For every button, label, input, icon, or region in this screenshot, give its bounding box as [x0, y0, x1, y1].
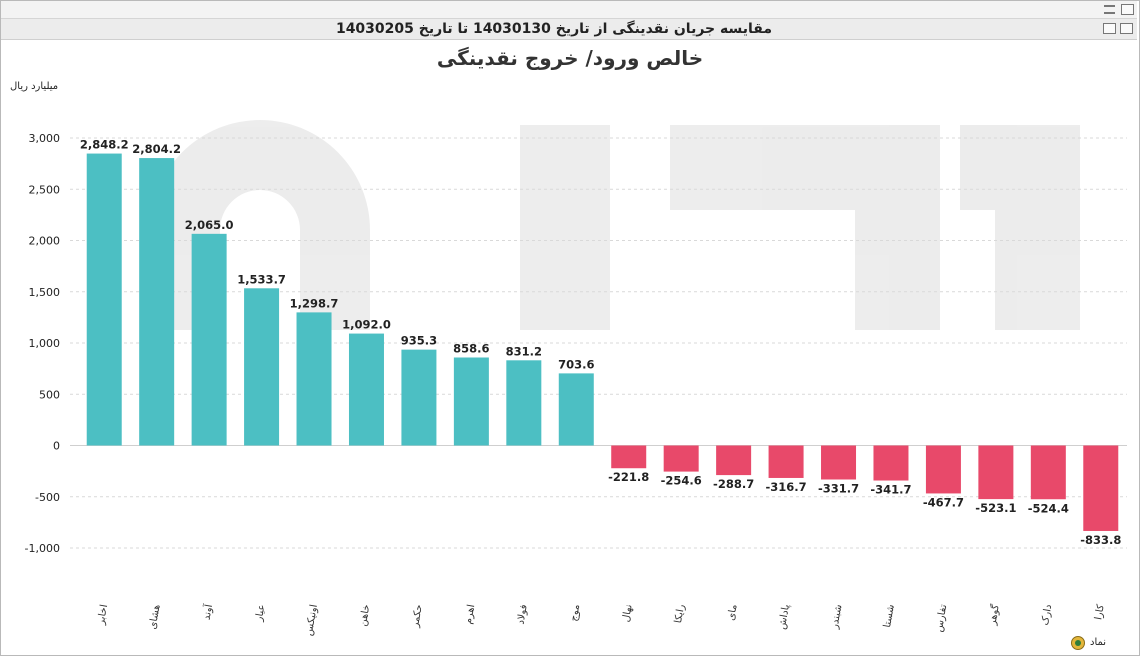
bar	[244, 288, 280, 446]
collapse-icon[interactable]	[1104, 5, 1115, 14]
y-tick-label: 3,000	[29, 132, 61, 145]
y-tick-label: 2,000	[29, 235, 61, 248]
x-tick-label: دارک	[1040, 604, 1054, 627]
window-toolbar	[1, 1, 1137, 19]
bar-value-label: -288.7	[713, 477, 754, 491]
bar	[768, 445, 804, 478]
bar	[348, 333, 384, 446]
window-title: مقایسه جریان نقدینگی از تاریخ 14030130 ت…	[335, 21, 772, 37]
y-axis-unit-label: میلیارد ریال	[10, 81, 59, 92]
x-tick-label: هشای	[147, 604, 162, 631]
bar	[506, 360, 542, 446]
y-tick-label: 1,000	[29, 337, 61, 350]
y-tick-label: 500	[39, 388, 60, 401]
x-tick-label: اونیکس	[304, 604, 320, 637]
bar-value-label: 2,804.2	[132, 142, 181, 156]
bar-value-label: 1,298.7	[290, 296, 339, 310]
bar	[401, 349, 437, 446]
x-tick-label: گوهر	[986, 603, 1002, 627]
bar	[558, 373, 594, 446]
bar	[925, 445, 961, 494]
y-tick-label: -1,000	[25, 542, 60, 555]
bar	[1030, 445, 1066, 500]
x-tick-label: عیار	[254, 604, 268, 624]
bar	[453, 357, 489, 446]
chart-title: خالص ورود/ خروج نقدینگی	[436, 46, 704, 70]
x-tick-label: تفارس	[934, 603, 950, 633]
bar	[978, 445, 1014, 500]
x-tick-label: مای	[726, 604, 740, 622]
bar-value-label: -523.1	[975, 501, 1016, 515]
bar	[1083, 445, 1119, 531]
bar	[86, 153, 122, 446]
x-tick-label: موج	[568, 604, 582, 623]
x-tick-label: اهرم	[463, 604, 477, 625]
bar-value-label: -467.7	[923, 495, 964, 509]
bar-value-label: 831.2	[506, 344, 542, 358]
x-tick-label: فولاد	[515, 603, 529, 625]
bar-value-label: 858.6	[453, 341, 489, 355]
bar	[139, 158, 175, 446]
bar-value-label: 703.6	[558, 357, 594, 371]
x-tick-label: آوند	[200, 602, 216, 621]
bar	[716, 445, 752, 476]
x-tick-label: حکمر	[410, 604, 425, 630]
x-tick-label: شستا	[882, 604, 897, 629]
bar-value-label: 1,533.7	[237, 272, 286, 286]
y-tick-label: 2,500	[29, 183, 61, 196]
bar-value-label: -221.8	[608, 470, 649, 484]
bar	[296, 312, 332, 446]
y-tick-label: -500	[35, 491, 60, 504]
x-tick-label: کارا	[1093, 603, 1107, 620]
bar-value-label: 935.3	[401, 334, 437, 348]
bar	[821, 445, 857, 480]
x-tick-label: رایکا	[673, 603, 687, 624]
print-icon[interactable]	[1103, 23, 1116, 34]
bar	[191, 233, 227, 446]
x-tick-label: شبندر	[829, 604, 844, 631]
bar-value-label: -341.7	[870, 483, 911, 497]
bar	[611, 445, 647, 469]
y-tick-label: 1,500	[29, 286, 61, 299]
x-tick-label: پاداش	[777, 603, 792, 630]
x-tick-label: خاهن	[358, 604, 373, 628]
bar-value-label: -316.7	[765, 480, 806, 494]
export-icon[interactable]	[1120, 23, 1133, 34]
bar-value-label: -254.6	[661, 474, 702, 488]
x-axis-symbol-label: نماد	[1090, 637, 1107, 648]
x-tick-label: نهال	[621, 604, 635, 623]
bar-value-label: 2,065.0	[185, 218, 234, 232]
bar-value-label: 2,848.2	[80, 138, 129, 152]
bar	[663, 445, 699, 472]
bar-value-label: -331.7	[818, 481, 859, 495]
y-tick-label: 0	[53, 440, 60, 453]
window-titlebar	[1, 19, 1137, 40]
bar-value-label: -524.4	[1028, 501, 1069, 515]
bar	[873, 445, 909, 481]
bar-value-label: -833.8	[1080, 533, 1121, 547]
x-tick-label: اخابر	[96, 604, 111, 627]
watermark-logo	[150, 119, 1080, 330]
bar-value-label: 1,092.0	[342, 318, 391, 332]
maximize-icon[interactable]	[1121, 4, 1134, 15]
symbol-settings-icon[interactable]	[1071, 636, 1085, 650]
